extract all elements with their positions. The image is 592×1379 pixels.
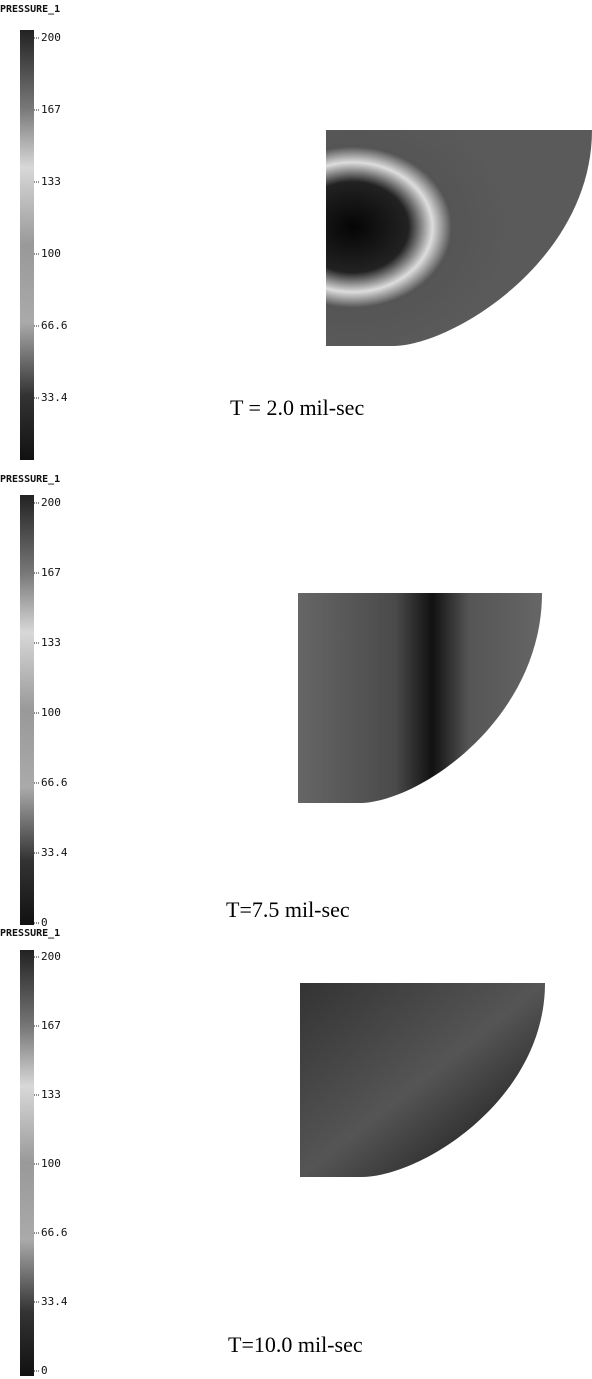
colorbar-label: PRESSURE_1 xyxy=(0,474,60,485)
tick-label: 133 xyxy=(41,1088,61,1101)
tick-label: 66.6 xyxy=(41,1226,68,1239)
tick-label: 100 xyxy=(41,706,61,719)
tick-label: 66.6 xyxy=(41,319,68,332)
tick-label: 133 xyxy=(41,175,61,188)
tick-label: 100 xyxy=(41,247,61,260)
tick-label: 167 xyxy=(41,1019,61,1032)
tick-label: 200 xyxy=(41,31,61,44)
colorbar xyxy=(20,950,34,1376)
tick-label: 33.4 xyxy=(41,846,68,859)
figure: PRESSURE_1 200 167 133 100 66.6 33.4 T = 2.0 mi… xyxy=(0,0,592,1379)
panel: PRESSURE_1 200 167 133 100 66.6 33.4 0 T=10.0 mi… xyxy=(0,928,545,1377)
tick-label: 133 xyxy=(41,636,61,649)
caption: T=10.0 mil-sec xyxy=(228,1332,363,1357)
tick-label: 200 xyxy=(41,496,61,509)
colorbar xyxy=(20,30,34,460)
tick-label: 200 xyxy=(41,950,61,963)
simulation-image xyxy=(300,983,545,1177)
tick-label: 66.6 xyxy=(41,776,68,789)
tick-label: 167 xyxy=(41,103,61,116)
colorbar xyxy=(20,495,34,925)
caption: T = 2.0 mil-sec xyxy=(230,395,364,420)
tick-label: 33.4 xyxy=(41,391,68,404)
tick-label: 0 xyxy=(41,1364,48,1377)
tick-label: 33.4 xyxy=(41,1295,68,1308)
simulation-image xyxy=(298,593,542,803)
colorbar-label: PRESSURE_1 xyxy=(0,928,60,939)
panel: PRESSURE_1 200 167 133 100 66.6 33.4 T = 2.0 mi… xyxy=(0,4,592,460)
caption: T=7.5 mil-sec xyxy=(226,897,350,922)
tick-label: 167 xyxy=(41,566,61,579)
colorbar-label: PRESSURE_1 xyxy=(0,4,60,15)
tick-label: 100 xyxy=(41,1157,61,1170)
simulation-image xyxy=(326,130,592,346)
